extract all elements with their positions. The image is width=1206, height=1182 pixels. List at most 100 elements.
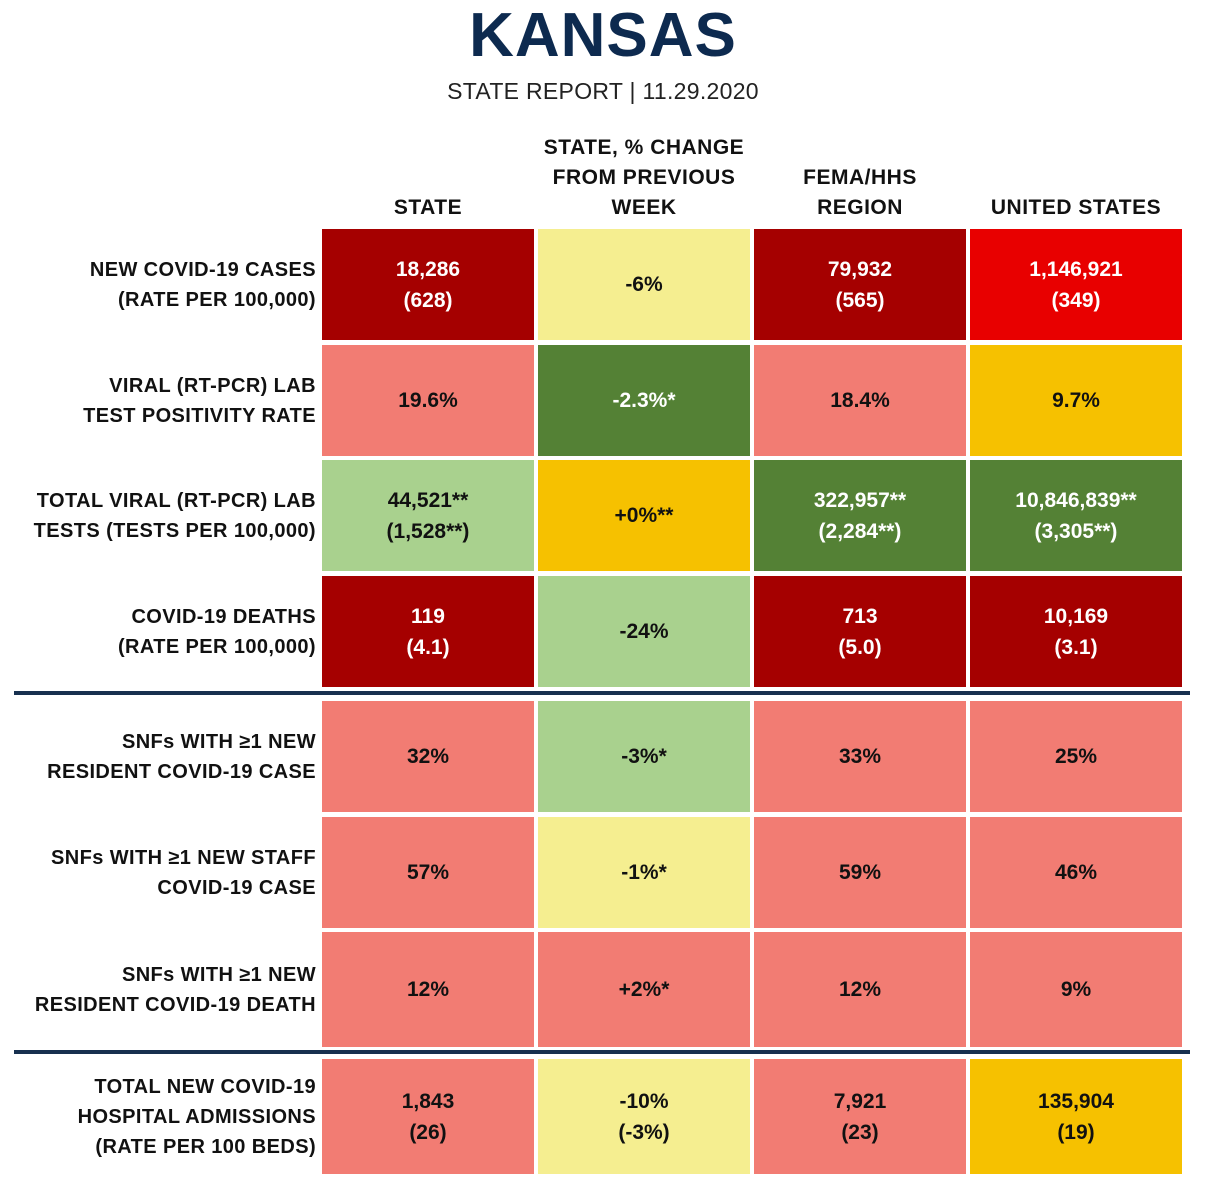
text-line: UNITED STATES xyxy=(990,196,1162,219)
column-header: UNITED STATES xyxy=(970,193,1182,223)
metric-cell: 10,846,839** (3,305**) xyxy=(970,460,1182,571)
section-divider xyxy=(14,1050,1190,1054)
text-line: +0%** xyxy=(614,504,674,527)
metric-cell: -3%* xyxy=(538,701,750,812)
text-line: TESTS (TESTS PER 100,000) xyxy=(33,519,316,542)
metric-cell: -6% xyxy=(538,229,750,340)
column-header: FEMA/HHS REGION xyxy=(754,163,966,223)
metric-cell: 12% xyxy=(322,932,534,1047)
text-line: 12% xyxy=(406,978,450,1001)
text-line: (3,305**) xyxy=(1034,519,1118,543)
metric-cell: 25% xyxy=(970,701,1182,812)
text-line: 79,932 xyxy=(827,257,893,281)
column-header: STATE xyxy=(322,193,534,223)
row-label: SNFs WITH ≥1 NEW RESIDENT COVID-19 CASE xyxy=(0,701,316,812)
text-line: VIRAL (RT-PCR) LAB xyxy=(109,374,316,397)
metric-cell: 9.7% xyxy=(970,345,1182,456)
metric-cell: 713 (5.0) xyxy=(754,576,966,687)
text-line: (5.0) xyxy=(838,635,882,659)
text-line: 119 xyxy=(411,604,445,628)
text-line: TOTAL VIRAL (RT-PCR) LAB xyxy=(36,489,316,512)
text-line: STATE, % CHANGE xyxy=(543,136,745,159)
text-line: (19) xyxy=(1057,1120,1095,1144)
text-line: -2.3%* xyxy=(612,389,676,412)
text-line: SNFs WITH ≥1 NEW STAFF xyxy=(51,846,316,869)
text-line: (3.1) xyxy=(1054,635,1098,659)
metric-cell: 44,521** (1,528**) xyxy=(322,460,534,571)
section-divider xyxy=(14,691,1190,695)
text-line: TEST POSITIVITY RATE xyxy=(83,404,316,427)
metric-cell: 32% xyxy=(322,701,534,812)
text-line: 1,843 xyxy=(401,1089,455,1113)
metric-cell: 18,286 (628) xyxy=(322,229,534,340)
text-line: (349) xyxy=(1051,288,1101,312)
metric-cell: 135,904 (19) xyxy=(970,1059,1182,1174)
row-label: TOTAL VIRAL (RT-PCR) LAB TESTS (TESTS PER… xyxy=(0,460,316,571)
metric-cell: 1,146,921 (349) xyxy=(970,229,1182,340)
metric-cell: 33% xyxy=(754,701,966,812)
text-line: TOTAL NEW COVID-19 xyxy=(94,1075,316,1098)
text-line: FEMA/HHS xyxy=(803,166,917,189)
text-line: 135,904 xyxy=(1038,1089,1114,1113)
row-label: VIRAL (RT-PCR) LAB TEST POSITIVITY RATE xyxy=(0,345,316,456)
text-line: -24% xyxy=(619,620,669,643)
text-line: RESIDENT COVID-19 CASE xyxy=(47,760,316,783)
text-line: COVID-19 DEATHS xyxy=(131,605,316,628)
text-line: 46% xyxy=(1054,861,1098,884)
text-line: (26) xyxy=(409,1120,447,1144)
text-line: REGION xyxy=(817,196,903,219)
text-line: SNFs WITH ≥1 NEW xyxy=(121,730,316,753)
row-label: SNFs WITH ≥1 NEW RESIDENT COVID-19 DEATH xyxy=(0,932,316,1047)
metric-cell: 10,169 (3.1) xyxy=(970,576,1182,687)
text-line: 10,169 xyxy=(1043,604,1109,628)
text-line: (RATE PER 100,000) xyxy=(117,635,316,658)
metric-cell: 46% xyxy=(970,817,1182,928)
text-line: HOSPITAL ADMISSIONS xyxy=(77,1105,316,1128)
metric-cell: 19.6% xyxy=(322,345,534,456)
metric-cell: 9% xyxy=(970,932,1182,1047)
metric-cell: 18.4% xyxy=(754,345,966,456)
text-line: -6% xyxy=(625,273,663,296)
metric-cell: 79,932 (565) xyxy=(754,229,966,340)
text-line: (2,284**) xyxy=(818,519,902,543)
text-line: 57% xyxy=(406,861,450,884)
text-line: 18,286 xyxy=(395,257,461,281)
text-line: 1,146,921 xyxy=(1029,257,1123,281)
text-line: 59% xyxy=(838,861,882,884)
row-label: TOTAL NEW COVID-19 HOSPITAL ADMISSIONS (RA… xyxy=(0,1059,316,1174)
text-line: 12% xyxy=(838,978,882,1001)
text-line: 33% xyxy=(838,745,882,768)
metric-cell: 12% xyxy=(754,932,966,1047)
text-line: -10% xyxy=(619,1089,669,1113)
text-line: NEW COVID-19 CASES xyxy=(89,258,316,281)
text-line: (23) xyxy=(841,1120,879,1144)
text-line: 25% xyxy=(1054,745,1098,768)
text-line: RESIDENT COVID-19 DEATH xyxy=(34,993,316,1016)
text-line: 44,521** xyxy=(387,488,469,512)
metric-cell: 1,843 (26) xyxy=(322,1059,534,1174)
row-label: SNFs WITH ≥1 NEW STAFF COVID-19 CASE xyxy=(0,817,316,928)
text-line: (628) xyxy=(403,288,453,312)
text-line: (-3%) xyxy=(618,1120,670,1144)
text-line: 10,846,839** xyxy=(1015,488,1137,512)
column-header: STATE, % CHANGE FROM PREVIOUS WEEK xyxy=(538,133,750,223)
row-label: NEW COVID-19 CASES (RATE PER 100,000) xyxy=(0,229,316,340)
text-line: FROM PREVIOUS xyxy=(552,166,736,189)
text-line: -3%* xyxy=(621,745,667,768)
text-line: (4.1) xyxy=(406,635,450,659)
metric-cell: 59% xyxy=(754,817,966,928)
metric-cell: +2%* xyxy=(538,932,750,1047)
report-subtitle: STATE REPORT | 11.29.2020 xyxy=(447,78,759,104)
metric-cell: -24% xyxy=(538,576,750,687)
row-label: COVID-19 DEATHS (RATE PER 100,000) xyxy=(0,576,316,687)
metric-cell: -2.3%* xyxy=(538,345,750,456)
text-line: 322,957** xyxy=(813,488,907,512)
text-line: (RATE PER 100,000) xyxy=(117,288,316,311)
text-line: 7,921 xyxy=(833,1089,887,1113)
text-line: 19.6% xyxy=(398,389,458,412)
text-line: -1%* xyxy=(621,861,667,884)
metric-cell: 57% xyxy=(322,817,534,928)
metric-cell: 119 (4.1) xyxy=(322,576,534,687)
text-line: +2%* xyxy=(618,978,670,1001)
text-line: WEEK xyxy=(611,196,677,219)
